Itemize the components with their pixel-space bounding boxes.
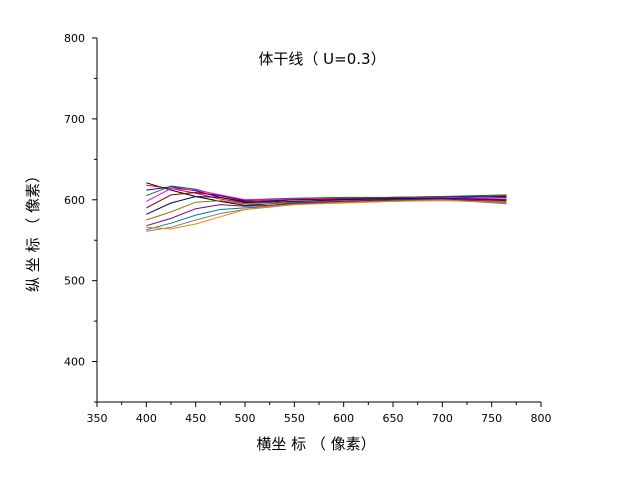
x-tick-label: 350 — [87, 412, 108, 425]
series-line — [146, 195, 507, 215]
series-line — [146, 200, 507, 230]
y-tick-label: 800 — [64, 32, 85, 45]
series-layer — [146, 182, 507, 232]
series-line — [146, 191, 507, 209]
series-line — [146, 199, 507, 231]
axes — [96, 38, 541, 403]
x-tick-label: 600 — [333, 412, 354, 425]
chart-title: 体干线（ U=0.3） — [258, 50, 385, 68]
x-tick-label: 400 — [136, 412, 157, 425]
y-tick-label: 700 — [64, 113, 85, 126]
x-tick-label: 500 — [235, 412, 256, 425]
x-tick-label: 550 — [284, 412, 305, 425]
x-tick-label: 650 — [383, 412, 404, 425]
x-tick-label: 700 — [432, 412, 453, 425]
x-axis-title: 横坐 标 （ 像素） — [256, 435, 375, 453]
y-axis-title: 纵 坐 标 （ 像素） — [24, 168, 42, 292]
y-tick-label: 400 — [64, 356, 85, 369]
x-tick-label: 800 — [531, 412, 552, 425]
x-tick-label: 750 — [481, 412, 502, 425]
x-tick-label: 450 — [185, 412, 206, 425]
y-tick-label: 600 — [64, 194, 85, 207]
y-tick-label: 500 — [64, 275, 85, 288]
series-line — [146, 199, 507, 232]
series-line — [146, 185, 507, 201]
series-line — [146, 198, 507, 227]
ticks: 350 400 450 500 550 600 650 700 750 800 400 500 600 7… — [64, 32, 552, 425]
